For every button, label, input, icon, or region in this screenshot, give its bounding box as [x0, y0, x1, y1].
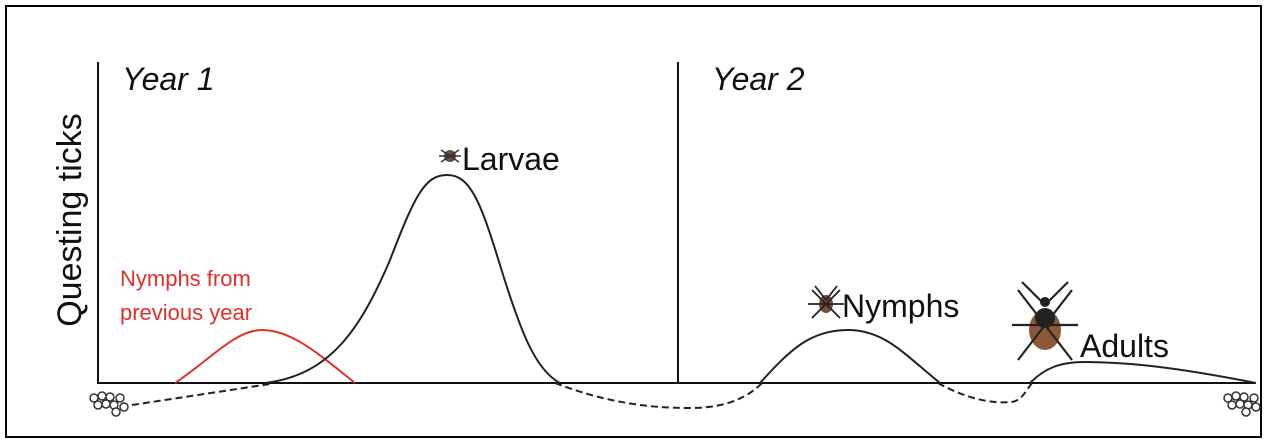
- nymph-icon: [808, 285, 844, 319]
- nymph-dash: [937, 382, 1033, 404]
- adult-curve: [1029, 360, 1257, 384]
- note-line: Nymphs from: [120, 266, 251, 291]
- note-line: previous year: [120, 300, 252, 325]
- eggs-right: [1223, 391, 1261, 417]
- larva-icon: [439, 149, 461, 163]
- larva-dash: [554, 382, 763, 410]
- adult-icon: [1012, 281, 1078, 361]
- larvae-curve: [264, 173, 561, 384]
- stage-label: Larvae: [462, 141, 560, 177]
- stage-label: Nymphs: [842, 288, 959, 324]
- y-axis-label: Questing ticks: [51, 113, 89, 327]
- nymph-curve: [759, 328, 941, 384]
- stage-label: Adults: [1080, 328, 1169, 364]
- eggs-left: [89, 391, 129, 417]
- frame: [5, 5, 1262, 438]
- egg-dash: [131, 383, 271, 406]
- period-label: Year 1: [122, 61, 215, 97]
- period-label: Year 2: [712, 61, 805, 97]
